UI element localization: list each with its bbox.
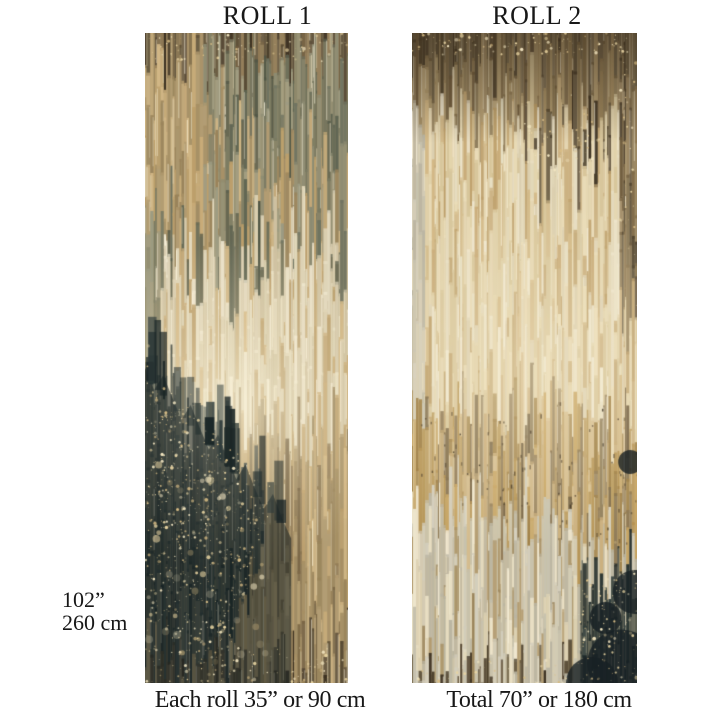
roll2-artwork-panel — [412, 33, 637, 683]
roll1-width-caption: Each roll 35” or 90 cm — [154, 687, 366, 713]
roll2-artwork-image — [412, 33, 637, 683]
height-inches: 102” — [62, 587, 105, 612]
roll1-artwork-panel — [145, 33, 348, 683]
height-dimension-label: 102” 260 cm — [62, 588, 127, 634]
roll2-title: ROLL 2 — [492, 1, 582, 30]
roll1-artwork-image — [145, 33, 348, 683]
roll2-width-caption: Total 70” or 180 cm — [446, 687, 632, 713]
roll1-title: ROLL 1 — [222, 1, 313, 30]
height-centimeters: 260 cm — [62, 610, 128, 635]
